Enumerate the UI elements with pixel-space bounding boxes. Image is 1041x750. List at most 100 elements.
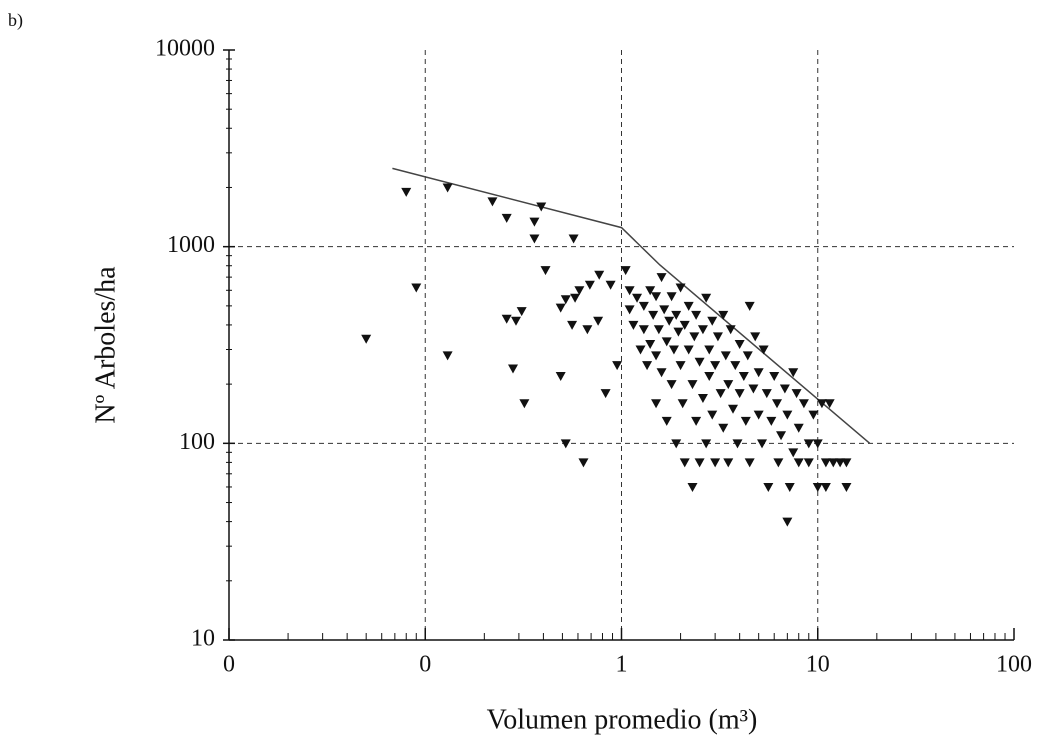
point	[584, 280, 595, 290]
point	[828, 458, 839, 468]
point	[712, 332, 723, 342]
point	[710, 458, 721, 468]
point	[694, 458, 705, 468]
point	[574, 286, 585, 296]
point	[718, 310, 729, 320]
point	[651, 399, 662, 409]
point	[740, 416, 751, 426]
point	[679, 320, 690, 330]
point	[753, 368, 764, 378]
point	[782, 517, 793, 527]
point	[824, 399, 835, 409]
point	[642, 361, 653, 371]
point	[841, 458, 852, 468]
point	[666, 380, 677, 390]
point	[793, 423, 804, 433]
y-tick-label: 100	[179, 429, 215, 455]
point	[689, 332, 700, 342]
point	[638, 301, 649, 311]
point	[568, 234, 579, 244]
point	[788, 368, 799, 378]
point	[661, 337, 672, 347]
point	[694, 357, 705, 367]
point	[529, 234, 540, 244]
point	[723, 380, 734, 390]
point	[812, 482, 823, 492]
panel-label: b)	[8, 10, 23, 31]
point	[683, 345, 694, 355]
point	[594, 270, 605, 280]
point	[697, 325, 708, 335]
point	[635, 345, 646, 355]
point	[691, 416, 702, 426]
point	[704, 345, 715, 355]
point	[555, 303, 566, 313]
point	[593, 316, 604, 326]
point	[758, 345, 769, 355]
y-tick-label: 10000	[155, 36, 215, 62]
point	[841, 482, 852, 492]
point	[761, 389, 772, 399]
point	[704, 371, 715, 381]
point	[772, 399, 783, 409]
point	[501, 314, 512, 324]
point	[668, 345, 679, 355]
point	[510, 316, 521, 326]
point	[361, 334, 372, 344]
point	[540, 266, 551, 276]
x-tick-label: 100	[996, 652, 1032, 678]
y-tick-label: 10	[191, 626, 215, 652]
point	[744, 458, 755, 468]
point	[656, 273, 667, 283]
point	[673, 327, 684, 337]
point	[791, 389, 802, 399]
point	[753, 410, 764, 420]
point	[734, 389, 745, 399]
point	[835, 458, 846, 468]
point	[567, 320, 578, 330]
y-axis-label: Nº Arboles/ha	[90, 266, 121, 424]
point	[648, 310, 659, 320]
point	[779, 384, 790, 394]
point	[501, 213, 512, 223]
point	[653, 325, 664, 335]
point	[701, 439, 712, 449]
x-axis-label: Volumen promedio (m³)	[487, 704, 758, 735]
point	[624, 305, 635, 315]
point	[651, 292, 662, 302]
point	[442, 183, 453, 193]
point	[793, 458, 804, 468]
x-tick-label: 10	[806, 652, 830, 678]
point	[675, 283, 686, 293]
point	[632, 293, 643, 303]
point	[748, 384, 759, 394]
point	[776, 431, 787, 441]
point	[675, 361, 686, 371]
point	[683, 301, 694, 311]
point	[612, 361, 623, 371]
point	[605, 280, 616, 290]
point	[734, 339, 745, 349]
point	[701, 293, 712, 303]
point	[769, 371, 780, 381]
point	[555, 371, 566, 381]
point	[773, 458, 784, 468]
point	[620, 266, 631, 276]
point	[718, 423, 729, 433]
point	[582, 325, 593, 335]
x-tick-label: 0	[419, 652, 431, 678]
point	[812, 439, 823, 449]
point	[560, 295, 571, 305]
point	[808, 410, 819, 420]
point	[536, 202, 547, 212]
point	[487, 197, 498, 207]
point	[645, 286, 656, 296]
point	[661, 416, 672, 426]
point	[671, 310, 682, 320]
point	[820, 458, 831, 468]
point	[707, 410, 718, 420]
point	[707, 316, 718, 326]
point	[788, 448, 799, 458]
point	[763, 482, 774, 492]
x-tick-label: 1	[616, 652, 628, 678]
